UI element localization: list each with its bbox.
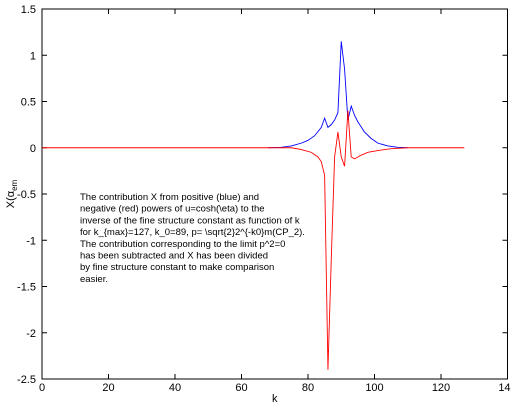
y-tick-label: 0.5 <box>21 97 36 109</box>
y-tick-label: 0 <box>30 143 36 155</box>
y-tick-label: 1.5 <box>21 4 36 16</box>
annotation-line: for k_{max}=127, k_0=89, p= \sqrt{2}2^{-… <box>80 227 305 238</box>
y-tick-label: -1 <box>26 235 36 247</box>
y-tick-label: -2 <box>26 328 36 340</box>
annotation-line: The contribution X from positive (blue) … <box>80 192 259 203</box>
y-axis-label-main: X(α <box>5 190 17 208</box>
x-axis-label: k <box>272 393 278 405</box>
annotation-line: inverse of the fine structure constant a… <box>80 215 300 226</box>
data-line <box>42 110 465 370</box>
data-line <box>268 41 408 149</box>
x-tick-label: 140 <box>498 382 511 394</box>
annotation-line: easier. <box>80 274 108 285</box>
x-tick-label: 0 <box>39 382 45 394</box>
x-tick-label: 60 <box>235 382 247 394</box>
x-tick-label: 20 <box>102 382 114 394</box>
x-tick-label: 80 <box>302 382 314 394</box>
annotation-line: has been subtracted and X has been divid… <box>80 251 268 262</box>
x-tick-label: 120 <box>432 382 450 394</box>
plot-area <box>41 8 508 380</box>
y-axis-label-sub: em <box>10 179 19 190</box>
y-tick-label: -1.5 <box>17 282 36 294</box>
x-tick-label: 40 <box>169 382 181 394</box>
x-tick-label: 100 <box>365 382 383 394</box>
annotation-line: The contribution corresponding to the li… <box>80 239 285 250</box>
annotation-line: negative (red) powers of u=cosh(\eta) to… <box>80 204 265 215</box>
y-tick-label: -0.5 <box>17 189 36 201</box>
y-tick-label: -2.5 <box>17 374 36 386</box>
y-axis-label: X(αem <box>5 179 19 208</box>
annotation-line: by fine structure constant to make compa… <box>80 262 274 273</box>
y-tick-label: 1 <box>30 50 36 62</box>
